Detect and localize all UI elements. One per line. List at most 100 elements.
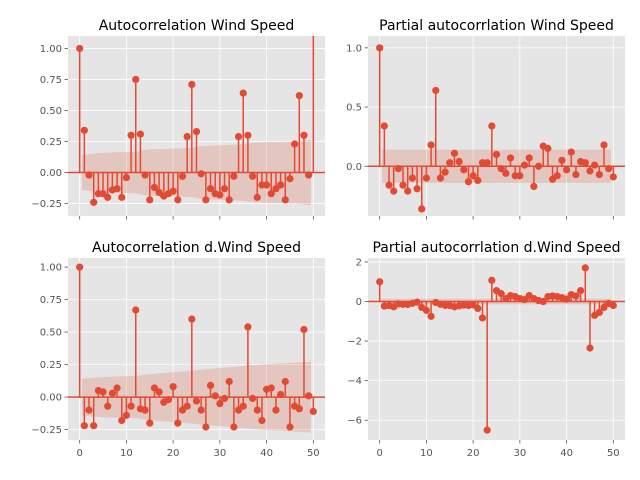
marker-lag-17 (155, 388, 163, 396)
marker-lag-32 (225, 377, 233, 386)
marker-lag-10 (122, 173, 131, 182)
y-tick-label-0: 0.0 (346, 162, 362, 173)
marker-lag-45 (586, 167, 594, 175)
marker-lag-24 (488, 122, 496, 130)
marker-lag-33 (230, 423, 238, 431)
marker-lag-42 (572, 292, 580, 300)
y-tick-label-4: 0.75 (40, 295, 62, 306)
marker-lag-19 (164, 396, 173, 404)
y-tick-label-1: −4 (347, 376, 362, 387)
marker-lag-38 (553, 172, 561, 180)
marker-lag-20 (469, 172, 477, 180)
marker-lag-2 (85, 171, 93, 179)
marker-lag-21 (174, 419, 182, 427)
marker-lag-24 (188, 80, 196, 89)
chart-title: Partial autocorrlation Wind Speed (379, 18, 614, 34)
marker-lag-35 (239, 402, 247, 410)
marker-lag-31 (220, 394, 229, 402)
chart-title: Partial autocorrlation d.Wind Speed (372, 240, 620, 256)
marker-lag-45 (286, 423, 294, 431)
marker-lag-41 (267, 384, 275, 392)
marker-lag-0 (376, 44, 384, 52)
axes: −0.25 0.00 0.25 0.50 0.75 1.00 (31, 44, 314, 220)
marker-lag-48 (300, 325, 308, 334)
marker-lag-30 (216, 400, 224, 408)
marker-lag-20 (169, 383, 177, 391)
plot-content (68, 36, 325, 206)
x-tick-label-4: 40 (560, 448, 573, 459)
y-tick-label-2: 0.25 (40, 360, 62, 371)
marker-lag-19 (464, 178, 473, 186)
marker-lag-8 (113, 185, 121, 193)
marker-lag-10 (422, 174, 431, 182)
marker-lag-48 (300, 131, 308, 139)
plot-area (68, 258, 325, 440)
marker-lag-16 (450, 149, 459, 157)
marker-lag-6 (104, 193, 112, 201)
y-tick-label-5: 1.00 (40, 44, 62, 55)
marker-lag-48 (600, 141, 608, 149)
marker-lag-11 (427, 312, 435, 320)
marker-lag-22 (478, 314, 487, 322)
x-tick-label-0: 0 (376, 448, 382, 459)
x-tick-label-0: 0 (76, 448, 82, 459)
marker-lag-11 (127, 402, 135, 410)
marker-lag-31 (220, 185, 229, 193)
y-tick-label-2: −2 (347, 337, 362, 348)
x-tick-label-4: 40 (260, 448, 273, 459)
y-tick-label-0: −6 (347, 416, 362, 427)
marker-lag-43 (577, 287, 585, 295)
marker-lag-31 (520, 161, 529, 169)
marker-lag-3 (390, 187, 398, 195)
marker-lag-34 (234, 132, 243, 141)
marker-lag-26 (197, 406, 205, 414)
marker-lag-3 (90, 198, 98, 206)
marker-lag-28 (206, 381, 215, 389)
marker-lag-46 (291, 140, 299, 148)
marker-lag-12 (432, 86, 440, 95)
marker-lag-47 (595, 308, 603, 317)
plot-content (368, 44, 625, 213)
marker-lag-36 (244, 131, 252, 139)
marker-lag-14 (141, 406, 149, 414)
y-tick-label-1: 0.5 (346, 103, 362, 114)
marker-lag-13 (436, 174, 445, 182)
x-tick-label-5: 50 (607, 448, 620, 459)
marker-lag-40 (562, 166, 571, 174)
marker-lag-5 (99, 388, 107, 396)
marker-lag-40 (262, 181, 271, 189)
marker-lag-17 (455, 157, 463, 166)
marker-lag-15 (146, 196, 154, 204)
marker-lag-6 (104, 402, 112, 410)
y-tick-label-4: 0.75 (40, 75, 62, 86)
x-tick-label-2: 20 (467, 448, 480, 459)
marker-lag-12 (132, 306, 140, 314)
marker-lag-23 (183, 402, 191, 410)
marker-lag-25 (192, 397, 201, 405)
marker-lag-22 (178, 172, 187, 180)
marker-lag-8 (413, 185, 421, 193)
marker-lag-50 (609, 301, 617, 310)
marker-lag-47 (295, 405, 303, 413)
marker-lag-14 (441, 168, 449, 176)
marker-lag-28 (206, 185, 215, 193)
marker-lag-43 (277, 181, 285, 189)
marker-lag-44 (581, 159, 589, 167)
axes: 0.0 0.5 1.0 (346, 43, 614, 220)
marker-lag-36 (244, 323, 252, 331)
marker-lag-27 (202, 423, 210, 431)
marker-lag-10 (122, 411, 131, 419)
marker-lag-35 (239, 89, 247, 97)
marker-lag-26 (197, 170, 205, 178)
marker-lag-15 (146, 419, 154, 427)
marker-lag-24 (188, 315, 196, 323)
marker-lag-38 (253, 406, 261, 414)
chart-1: −0.25 0.00 0.25 0.50 0.75 1.00 Autocorrelation… (31, 18, 325, 220)
marker-lag-26 (497, 165, 505, 173)
marker-lag-33 (230, 172, 238, 180)
y-tick-label-3: 0.50 (40, 328, 62, 339)
marker-lag-37 (248, 172, 257, 180)
marker-lag-34 (534, 162, 543, 170)
marker-lag-41 (567, 148, 575, 156)
marker-lag-8 (413, 298, 421, 306)
